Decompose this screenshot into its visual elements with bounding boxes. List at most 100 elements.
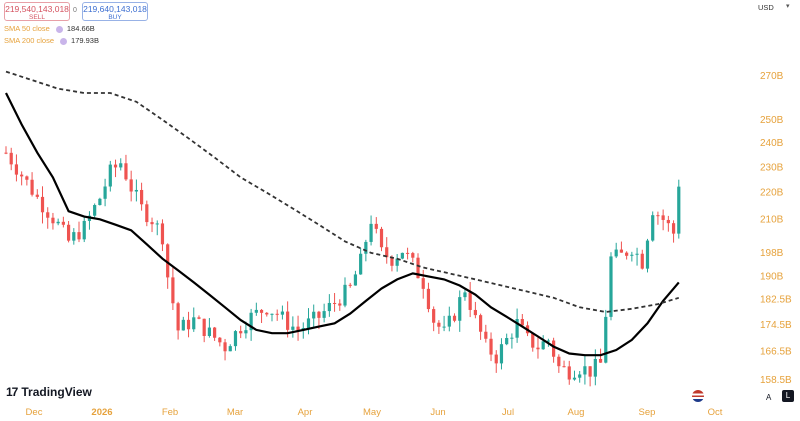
y-tick-label: 250B [760,115,784,126]
candle-body [510,337,514,339]
candle-body [14,164,19,175]
candle [254,302,258,316]
candle-body [369,223,373,242]
indicator-sma200-label: SMA 200 close [4,36,55,45]
candle [160,219,165,252]
candle [343,277,347,308]
candle [233,330,238,351]
candle-body [129,179,133,192]
candle [296,315,300,341]
candle-body [25,176,29,180]
candle [223,338,227,361]
candle [103,178,107,207]
candle-body [103,186,107,199]
candle-body [93,205,97,216]
candle [25,175,29,186]
candle-body [463,292,467,298]
candle-body [119,163,123,168]
candle-body [468,292,472,310]
candle-body [160,223,165,245]
candle [259,309,264,323]
indicator-sma200[interactable]: SMA 200 close 179.93B [4,35,99,46]
candle-body [489,338,493,355]
candle-body [145,204,149,223]
sma200-line [5,70,680,313]
indicator-sma50[interactable]: SMA 50 close 184.66B [4,23,95,34]
buy-button[interactable]: 219,640,143,018 BUY [82,2,148,21]
chevron-down-icon[interactable]: ▾ [786,3,790,10]
settings-icon[interactable] [60,37,68,45]
candle-body [400,252,404,259]
tradingview-logo[interactable]: 17 TradingView [6,385,92,399]
sma-lines-layer [5,70,680,357]
candle [604,309,608,364]
candle [468,281,472,318]
sell-button[interactable]: 219,540,143,018 SELL [4,2,70,21]
candle [40,186,45,224]
candle [567,360,571,385]
buy-value: 219,640,143,018 [83,4,147,14]
candle-body [359,253,363,275]
candle [202,318,206,343]
candle-body [82,220,86,240]
us-flag-icon[interactable] [692,390,704,402]
candle-body [171,277,175,304]
candle [572,370,577,381]
candle [395,254,399,272]
x-axis: Dec 2026 Feb Mar Apr May Jun Jul Aug Sep Oct [26,407,723,418]
candle-body [280,311,285,315]
candle [447,306,451,332]
candle-body [552,340,556,357]
candle [171,267,175,311]
candle-body [619,249,624,253]
y-tick-label: 220B [760,188,784,199]
candle [197,315,201,320]
candle [353,270,358,286]
sma50-line [5,92,680,357]
candle-body [374,223,378,229]
candle-body [640,253,644,269]
candle-body [312,311,316,319]
logo-text: TradingView [21,385,92,399]
candle [494,350,498,373]
log-scale-button[interactable]: L [782,390,794,402]
candle [520,313,524,327]
candle [46,207,50,229]
candle [609,252,613,321]
candle [119,158,123,171]
candle [280,305,285,320]
auto-scale-button[interactable]: A [766,393,772,402]
candle [291,316,295,338]
x-tick-label: Mar [227,407,243,418]
candle-body [56,221,60,224]
x-tick-label: Apr [298,407,313,418]
candle [671,220,676,243]
candle-body [35,194,39,197]
candle-body [181,319,185,331]
candle [93,203,97,219]
settings-icon[interactable] [55,25,63,33]
candle [562,360,566,368]
candle [583,355,587,385]
currency-selector[interactable]: USD [758,3,774,12]
candle [35,189,39,199]
candle-body [671,223,676,234]
candle-body [411,253,415,258]
y-tick-label: 166.5B [760,347,792,358]
candle-body [437,322,441,327]
indicator-sma50-label: SMA 50 close [4,24,50,33]
candle-body [593,358,597,377]
candle [442,315,446,332]
candle [385,237,389,264]
candle [155,220,159,236]
candle [458,290,462,332]
candle [463,288,467,301]
candle-body [536,347,540,350]
candle [30,172,34,197]
candle [432,306,436,332]
x-tick-label: Aug [568,407,585,418]
spread-value: 0 [73,7,77,14]
candle-body [630,254,634,256]
candle [66,221,71,243]
